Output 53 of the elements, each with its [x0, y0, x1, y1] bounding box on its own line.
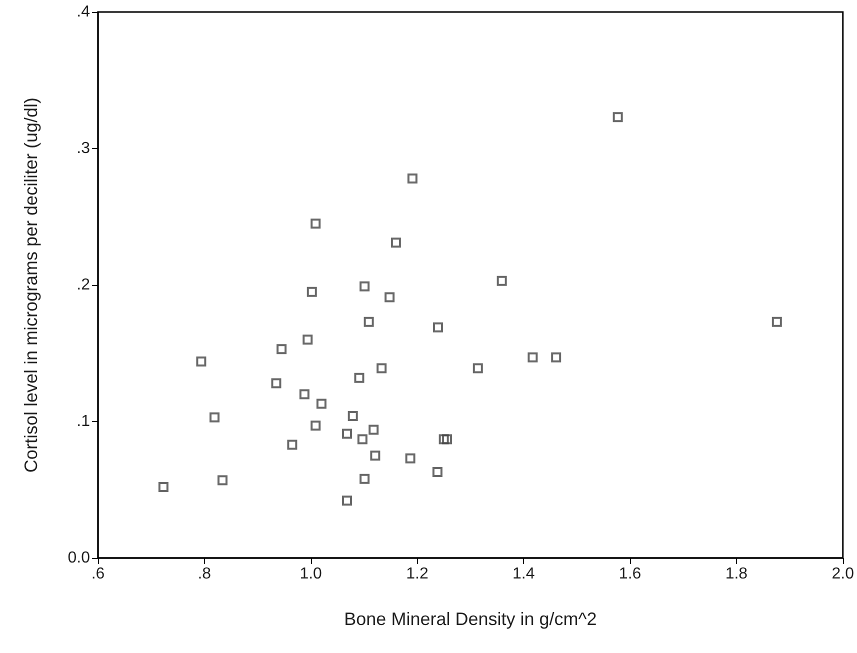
point: [210, 412, 220, 422]
point: [407, 174, 418, 184]
point: [612, 112, 623, 122]
point: [302, 334, 313, 345]
point: [360, 474, 370, 484]
point: [310, 420, 321, 431]
point: [348, 411, 358, 422]
y-tick-label: .4: [76, 4, 90, 20]
point: [364, 316, 374, 327]
point: [276, 344, 287, 354]
point: [271, 378, 282, 388]
point: [384, 292, 395, 302]
point: [354, 372, 364, 383]
point: [772, 316, 782, 327]
point: [376, 363, 387, 374]
point: [496, 276, 507, 286]
point: [368, 424, 379, 435]
point: [405, 453, 416, 464]
point: [432, 322, 443, 332]
point: [472, 363, 483, 374]
y-tick-label: 0.0: [68, 550, 90, 566]
y-tick-label: .2: [76, 276, 90, 294]
y-tick-label: .3: [76, 140, 90, 157]
point: [310, 218, 321, 229]
x-tick-label: 1.0: [300, 566, 322, 582]
point: [357, 434, 368, 444]
y-tick-label: .1: [76, 413, 90, 430]
point: [196, 356, 206, 366]
point: [438, 434, 449, 444]
point: [218, 475, 228, 486]
x-tick-label: 1.2: [406, 566, 428, 582]
point: [370, 450, 380, 461]
point: [551, 352, 562, 362]
point: [342, 428, 352, 439]
point: [390, 238, 401, 248]
point: [528, 352, 538, 362]
x-tick-label: .8: [198, 566, 212, 582]
point: [442, 434, 452, 444]
point: [158, 482, 168, 492]
point: [287, 440, 298, 450]
point: [316, 398, 326, 409]
x-tick-label: 1.4: [512, 566, 535, 582]
x-tick-label: 2.0: [832, 566, 854, 582]
x-tick-label: 1.6: [618, 566, 642, 582]
point: [360, 281, 370, 292]
point: [432, 467, 442, 478]
y-axis-title: Cortisol level in micrograms per deciliter (ug/dl): [21, 97, 41, 473]
x-tick-label: .6: [91, 566, 105, 582]
point: [342, 496, 352, 506]
x-axis-title: Bone Mineral Density in g/cm^2: [344, 609, 597, 629]
point: [299, 389, 310, 400]
x-tick-label: 1.8: [725, 566, 748, 582]
point: [306, 286, 317, 297]
